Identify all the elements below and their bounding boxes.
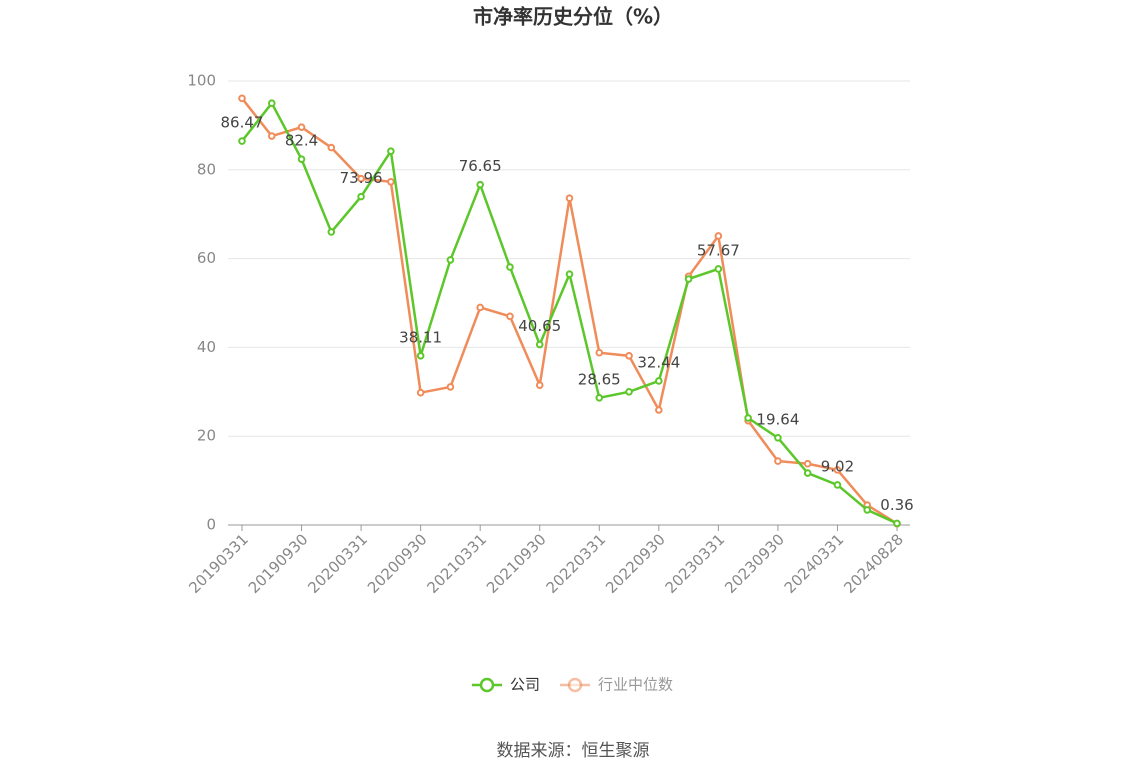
y-tick-label: 40	[197, 338, 216, 356]
legend-item: 行业中位数	[560, 676, 673, 694]
data-label: 32.44	[637, 353, 680, 371]
y-tick-label: 60	[197, 249, 216, 267]
data-point	[714, 232, 723, 240]
x-tick-label: 20190930	[245, 530, 312, 597]
x-tick-label: 20190331	[185, 530, 252, 597]
y-tick-label: 100	[187, 72, 216, 90]
data-label: 57.67	[697, 241, 740, 259]
x-tick-label: 20210930	[483, 530, 550, 597]
legend-label: 公司	[510, 676, 540, 694]
data-point	[387, 147, 395, 155]
data-point	[387, 177, 395, 186]
data-point	[267, 99, 276, 107]
data-point	[744, 414, 752, 422]
data-label: 0.36	[880, 496, 913, 514]
data-label: 76.65	[459, 157, 502, 175]
data-point	[416, 388, 425, 397]
data-point	[565, 270, 574, 278]
data-point	[535, 340, 544, 349]
data-point	[476, 303, 484, 312]
x-tick-label: 20230331	[662, 530, 729, 597]
data-label: 40.65	[518, 317, 561, 335]
data-point	[506, 263, 514, 271]
series-line	[241, 100, 898, 525]
x-tick-label: 20220930	[602, 530, 669, 597]
series-line	[241, 97, 898, 525]
data-label: 73.96	[340, 169, 383, 187]
y-tick-label: 20	[197, 427, 216, 445]
data-point	[833, 466, 842, 474]
data-point	[803, 459, 812, 468]
data-point	[535, 381, 544, 389]
data-point	[774, 457, 782, 465]
data-point	[357, 192, 365, 201]
data-point	[238, 137, 246, 145]
data-point	[893, 519, 901, 528]
data-point	[297, 155, 306, 163]
x-tick-label: 20220331	[543, 530, 610, 597]
x-tick-label: 20240331	[781, 530, 848, 597]
data-point	[357, 174, 365, 183]
data-label: 9.02	[821, 457, 854, 475]
legend-label: 行业中位数	[598, 676, 673, 694]
data-point	[684, 275, 693, 283]
data-point	[833, 481, 842, 489]
data-label: 82.4	[285, 132, 318, 150]
data-point	[297, 123, 306, 131]
data-point	[803, 469, 812, 477]
legend-item: 公司	[472, 676, 540, 694]
x-tick-label: 20200930	[364, 530, 431, 597]
data-point	[446, 383, 455, 391]
data-point	[774, 433, 782, 442]
data-point	[416, 351, 425, 360]
data-point	[863, 506, 872, 514]
data-point	[595, 393, 604, 402]
data-label: 38.11	[399, 328, 442, 346]
data-point	[476, 180, 484, 189]
data-label: 28.65	[578, 370, 621, 388]
data-point	[327, 143, 336, 152]
legend-marker	[567, 677, 583, 693]
data-point	[267, 132, 276, 140]
data-point	[714, 265, 723, 273]
data-label: 19.64	[756, 410, 799, 428]
data-point	[238, 94, 246, 103]
data-point	[625, 352, 633, 360]
x-tick-label: 20210331	[423, 530, 490, 597]
chart-title: 市净率历史分位（%）	[473, 5, 673, 29]
y-tick-label: 0	[206, 516, 216, 534]
x-tick-label: 20240828	[840, 530, 907, 597]
legend-marker	[479, 677, 495, 693]
data-point	[625, 388, 633, 396]
source: 数据来源：恒生聚源	[497, 741, 650, 761]
data-point	[506, 312, 514, 321]
data-label: 86.47	[221, 114, 264, 132]
data-point	[446, 256, 455, 264]
data-point	[327, 228, 336, 236]
data-point	[595, 348, 604, 357]
x-tick-label: 20200331	[304, 530, 371, 597]
x-tick-label: 20230930	[721, 530, 788, 597]
data-point	[655, 406, 663, 414]
y-tick-label: 80	[197, 160, 216, 178]
data-point	[655, 377, 663, 385]
data-point	[565, 194, 574, 203]
